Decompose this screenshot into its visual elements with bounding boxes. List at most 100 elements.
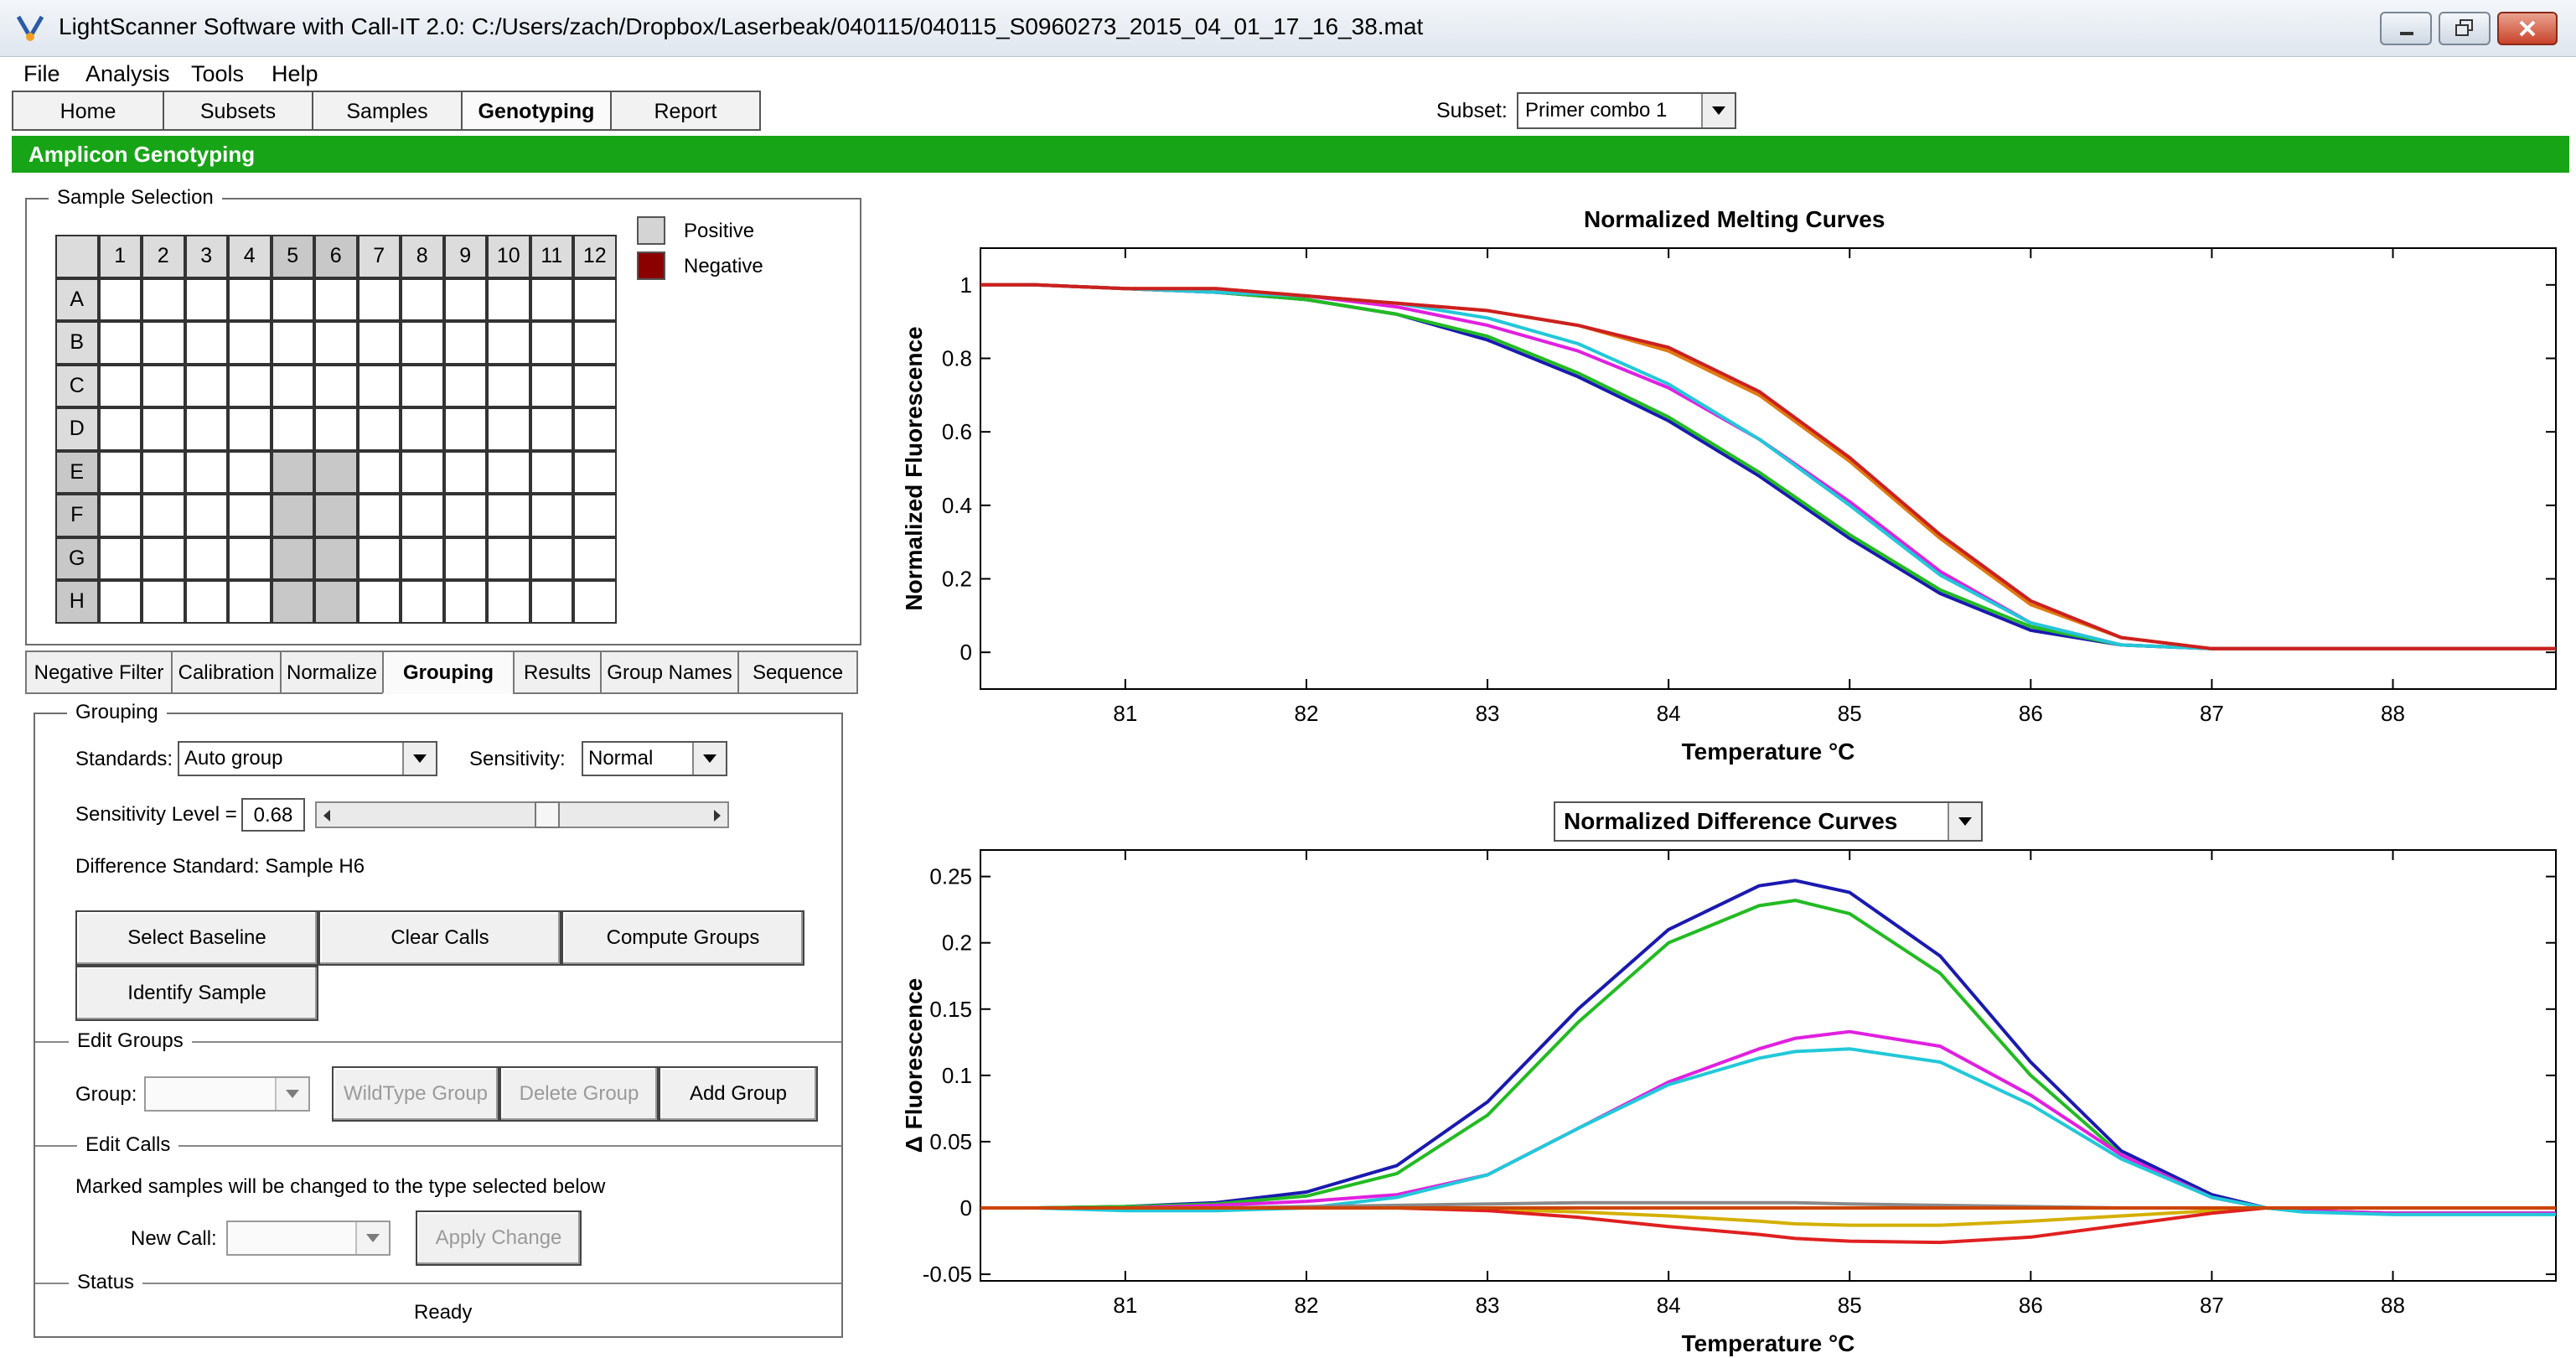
well-C5[interactable] (271, 364, 314, 407)
tab-subsets[interactable]: Subsets (163, 91, 313, 131)
subtab-grouping[interactable]: Grouping (382, 650, 515, 694)
well-A7[interactable] (357, 277, 401, 321)
column-header-12[interactable]: 12 (573, 235, 617, 278)
well-B1[interactable] (98, 321, 142, 365)
well-H5[interactable] (271, 580, 314, 624)
standards-dropdown[interactable]: Auto group (178, 741, 437, 776)
column-header-1[interactable]: 1 (98, 235, 142, 278)
row-header-H[interactable]: H (55, 580, 99, 624)
well-D8[interactable] (401, 407, 444, 451)
well-D1[interactable] (98, 407, 142, 451)
well-B5[interactable] (271, 321, 314, 365)
well-B11[interactable] (530, 321, 573, 365)
well-H12[interactable] (573, 580, 617, 624)
row-header-A[interactable]: A (55, 277, 99, 321)
well-F6[interactable] (314, 494, 358, 537)
well-H10[interactable] (487, 580, 530, 624)
sensitivity-slider[interactable] (315, 801, 729, 828)
well-E9[interactable] (443, 450, 487, 494)
column-header-5[interactable]: 5 (271, 235, 314, 278)
subtab-results[interactable]: Results (513, 650, 602, 694)
well-B2[interactable] (142, 321, 185, 365)
well-C6[interactable] (314, 364, 358, 407)
well-D6[interactable] (314, 407, 358, 451)
well-D7[interactable] (357, 407, 401, 451)
add-group-button[interactable]: Add Group (659, 1066, 818, 1122)
column-header-2[interactable]: 2 (142, 235, 185, 278)
delete-group-button[interactable]: Delete Group (499, 1066, 659, 1122)
well-D9[interactable] (443, 407, 487, 451)
tab-genotyping[interactable]: Genotyping (461, 91, 612, 131)
row-header-G[interactable]: G (55, 536, 99, 580)
well-B12[interactable] (573, 321, 617, 365)
well-G4[interactable] (228, 536, 272, 580)
well-A12[interactable] (573, 277, 617, 321)
well-A5[interactable] (271, 277, 314, 321)
well-E10[interactable] (487, 450, 530, 494)
well-A4[interactable] (228, 277, 272, 321)
select-baseline-button[interactable]: Select Baseline (75, 910, 318, 966)
well-C1[interactable] (98, 364, 142, 407)
well-D12[interactable] (573, 407, 617, 451)
well-B7[interactable] (357, 321, 401, 365)
well-plate-grid[interactable]: 1 2 3 4 5 6 7 8 9 10 11 12 A B C D E F G H (54, 233, 617, 624)
subtab-sequence[interactable]: Sequence (737, 650, 858, 694)
well-G11[interactable] (530, 536, 573, 580)
column-header-10[interactable]: 10 (487, 235, 530, 278)
well-E1[interactable] (98, 450, 142, 494)
apply-change-button[interactable]: Apply Change (416, 1210, 582, 1266)
tab-home[interactable]: Home (12, 91, 164, 131)
subtab-normalize[interactable]: Normalize (280, 650, 384, 694)
close-button[interactable] (2497, 12, 2558, 45)
well-C8[interactable] (401, 364, 444, 407)
well-F3[interactable] (184, 494, 228, 537)
column-header-4[interactable]: 4 (228, 235, 272, 278)
column-header-7[interactable]: 7 (357, 235, 401, 278)
menu-analysis[interactable]: Analysis (85, 61, 170, 86)
well-A11[interactable] (530, 277, 573, 321)
well-C2[interactable] (142, 364, 185, 407)
difference-plot-dropdown[interactable]: Normalized Difference Curves (1554, 801, 1983, 842)
well-D3[interactable] (184, 407, 228, 451)
well-H7[interactable] (357, 580, 401, 624)
well-A10[interactable] (487, 277, 530, 321)
well-H3[interactable] (184, 580, 228, 624)
well-B3[interactable] (184, 321, 228, 365)
well-G1[interactable] (98, 536, 142, 580)
new-call-dropdown[interactable] (226, 1221, 391, 1256)
minimize-button[interactable] (2380, 12, 2432, 45)
column-header-9[interactable]: 9 (443, 235, 487, 278)
well-E2[interactable] (142, 450, 185, 494)
well-D10[interactable] (487, 407, 530, 451)
well-E4[interactable] (228, 450, 272, 494)
well-F9[interactable] (443, 494, 487, 537)
menu-tools[interactable]: Tools (191, 61, 245, 86)
well-H6[interactable] (314, 580, 358, 624)
well-E11[interactable] (530, 450, 573, 494)
well-G2[interactable] (142, 536, 185, 580)
well-E3[interactable] (184, 450, 228, 494)
tab-samples[interactable]: Samples (312, 91, 463, 131)
slider-thumb[interactable] (535, 801, 560, 828)
well-G10[interactable] (487, 536, 530, 580)
well-E12[interactable] (573, 450, 617, 494)
well-G7[interactable] (357, 536, 401, 580)
well-F8[interactable] (401, 494, 444, 537)
subtab-calibration[interactable]: Calibration (171, 650, 282, 694)
well-B4[interactable] (228, 321, 272, 365)
well-F2[interactable] (142, 494, 185, 537)
well-F1[interactable] (98, 494, 142, 537)
well-H9[interactable] (443, 580, 487, 624)
well-A1[interactable] (98, 277, 142, 321)
well-D2[interactable] (142, 407, 185, 451)
column-header-6[interactable]: 6 (314, 235, 358, 278)
identify-sample-button[interactable]: Identify Sample (75, 966, 318, 1021)
well-F7[interactable] (357, 494, 401, 537)
well-B8[interactable] (401, 321, 444, 365)
well-G12[interactable] (573, 536, 617, 580)
well-H11[interactable] (530, 580, 573, 624)
well-F11[interactable] (530, 494, 573, 537)
well-B10[interactable] (487, 321, 530, 365)
well-A9[interactable] (443, 277, 487, 321)
well-G6[interactable] (314, 536, 358, 580)
